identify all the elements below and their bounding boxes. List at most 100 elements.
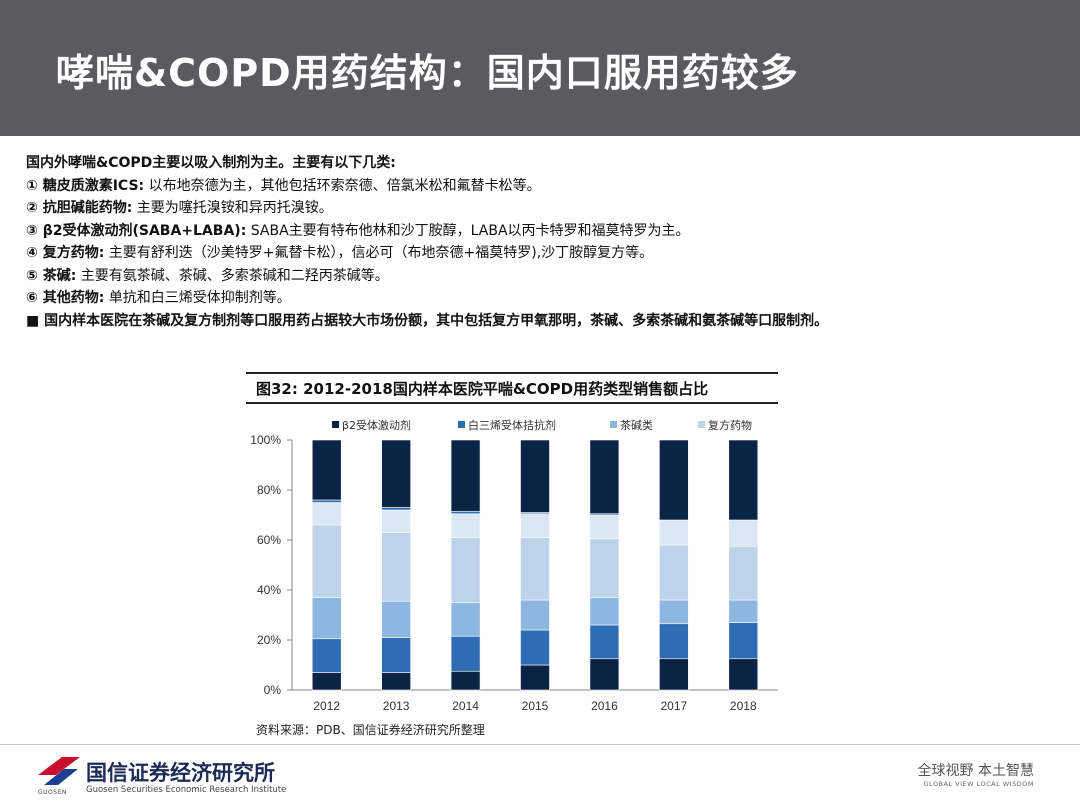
- org-name-en: Guosen Securities Economic Research Inst…: [86, 785, 287, 795]
- legend-label: 白三烯受体拮抗剂: [468, 418, 556, 432]
- bullet-anticholinergic-text: 主要为噻托溴铵和异丙托溴铵。: [132, 200, 333, 216]
- bar-segment: [311, 439, 342, 501]
- y-tick-label: 60%: [257, 533, 281, 547]
- bullet-ics-text: 以布地奈德为主，其他包括环索奈德、倍氯米松和氟替卡松等。: [144, 177, 541, 194]
- bar-segment: [311, 672, 342, 691]
- figure-title: 图32: 2012-2018国内样本医院平喘&COPD用药类型销售额占比: [246, 372, 778, 404]
- bar-segment: [520, 537, 550, 601]
- bullet-beta2: ③ β2受体激动剂(SABA+LABA): SABA主要有特布他林和沙丁胺醇，L…: [26, 220, 1066, 243]
- bullet-summary-text: ■ 国内样本医院在茶碱及复方制剂等口服用药占据较大市场份额，其中包括复方甲氧那明…: [26, 312, 829, 329]
- bar-segment: [589, 597, 620, 626]
- bar-segment: [589, 658, 620, 691]
- bar-segment: [659, 658, 689, 691]
- bar-segment: [381, 637, 411, 673]
- bar-segment: [659, 544, 689, 601]
- bullet-summary: ■ 国内样本医院在茶碱及复方制剂等口服用药占据较大市场份额，其中包括复方甲氧那明…: [26, 310, 1066, 333]
- bullet-other-text: 单抗和白三烯受体抑制剂等。: [104, 290, 291, 306]
- bar-segment: [520, 629, 550, 666]
- bullet-compound: ④ 复方药物: 主要有舒利迭（沙美特罗+氟替卡松），信必可（布地奈德+福莫特罗)…: [26, 242, 1066, 265]
- bar-segment: [450, 513, 481, 538]
- bar-segment: [381, 672, 411, 691]
- bar-segment: [381, 439, 411, 508]
- legend-label: 复方药物: [708, 418, 752, 432]
- title-bar: 哮喘&COPD用药结构：国内口服用药较多: [0, 0, 1080, 136]
- x-tick-label: 2018: [730, 699, 757, 713]
- bar-segment: [311, 499, 342, 503]
- bullet-theophylline-text: 主要有氨茶碱、茶碱、多索茶碱和二羟丙茶碱等。: [76, 267, 389, 284]
- bar-segment: [728, 658, 759, 691]
- guosen-logo-icon: [38, 757, 80, 785]
- org-name: 国信证券经济研究所: [86, 760, 275, 785]
- x-tick-label: 2015: [522, 699, 549, 713]
- bullet-other: ⑥ 其他药物: 单抗和白三烯受体抑制剂等。: [26, 287, 1066, 310]
- bar-segment: [311, 597, 342, 640]
- legend-swatch: [610, 421, 617, 428]
- bar-segment: [450, 670, 481, 691]
- bullet-beta2-title: ③ β2受体激动剂(SABA+LABA):: [26, 222, 247, 239]
- bar-segment: [728, 622, 759, 660]
- bar-segment: [450, 635, 481, 672]
- footer-divider: [0, 744, 1080, 745]
- x-tick-label: 2012: [313, 699, 340, 713]
- bullet-intro-text: 国内外哮喘&COPD主要以吸入制剂为主。主要有以下几类:: [26, 155, 396, 171]
- bar-segment: [728, 599, 759, 623]
- bullet-intro: 国内外哮喘&COPD主要以吸入制剂为主。主要有以下几类:: [26, 152, 1066, 175]
- y-tick-label: 100%: [250, 433, 281, 447]
- bullet-beta2-text: SABA主要有特布他林和沙丁胺醇，LABA以丙卡特罗和福莫特罗为主。: [246, 222, 690, 239]
- bullet-anticholinergic: ② 抗胆碱能药物: 主要为噻托溴铵和异丙托溴铵。: [26, 197, 1066, 220]
- x-tick-label: 2014: [452, 699, 479, 713]
- bullet-theophylline: ⑤ 茶碱: 主要有氨茶碱、茶碱、多索茶碱和二羟丙茶碱等。: [26, 265, 1066, 288]
- bar-segment: [520, 664, 550, 691]
- bar-segment: [381, 532, 411, 602]
- bar-segment: [311, 638, 342, 673]
- bar-segment: [728, 545, 759, 601]
- bullet-theophylline-title: ⑤ 茶碱:: [26, 267, 77, 284]
- bar-segment: [311, 524, 342, 598]
- bar-segment: [381, 509, 411, 533]
- bullet-anticholinergic-title: ② 抗胆碱能药物:: [26, 200, 133, 216]
- legend-swatch: [698, 421, 705, 428]
- legend-label: 茶碱类: [620, 418, 653, 432]
- bullet-other-title: ⑥ 其他药物:: [26, 290, 105, 306]
- bullet-list: 国内外哮喘&COPD主要以吸入制剂为主。主要有以下几类: ① 糖皮质激素ICS:…: [26, 152, 1066, 332]
- bar-segment: [728, 519, 759, 547]
- bar-segment: [659, 623, 689, 660]
- bar-segment: [589, 538, 620, 598]
- bar-segment: [450, 537, 481, 603]
- legend-swatch: [332, 421, 339, 428]
- bar-segment: [520, 439, 550, 513]
- slogan: 全球视野 本土智慧: [917, 763, 1034, 779]
- bar-segment: [659, 519, 689, 546]
- x-tick-label: 2017: [661, 699, 688, 713]
- bullet-compound-text: 主要有舒利迭（沙美特罗+氟替卡松），信必可（布地奈德+福莫特罗),沙丁胺醇复方等…: [104, 245, 654, 261]
- y-tick-label: 20%: [257, 633, 281, 647]
- bar-segment: [450, 439, 481, 512]
- x-tick-label: 2013: [383, 699, 410, 713]
- figure-source: 资料来源：PDB、国信证券经济研究所整理: [256, 723, 485, 737]
- bar-segment: [381, 507, 411, 511]
- bar-segment: [520, 513, 550, 538]
- bar-segment: [450, 602, 481, 637]
- slide-title: 哮喘&COPD用药结构：国内口服用药较多: [56, 51, 799, 95]
- bar-segment: [659, 599, 689, 625]
- logo-text: GUOSEN: [38, 789, 67, 796]
- bar-segment: [381, 600, 411, 638]
- bar-segment: [589, 514, 620, 540]
- legend-label: β2受体激动剂: [342, 418, 411, 432]
- bar-segment: [520, 599, 550, 631]
- slogan-en: GLOBAL VIEW LOCAL WISDOM: [923, 780, 1034, 788]
- y-tick-label: 80%: [257, 483, 281, 497]
- stacked-bar-chart: 0% 20% 40% 60% 80% 100% 2012 2013 2014 2015 2016 20…: [250, 418, 778, 713]
- figure-32: 图32: 2012-2018国内样本医院平喘&COPD用药类型销售额占比 0% 2…: [246, 372, 786, 742]
- bar-segment: [589, 439, 620, 515]
- y-tick-label: 0%: [264, 683, 282, 697]
- legend-swatch: [458, 421, 465, 428]
- bar-segment: [659, 439, 689, 521]
- bar-segment: [311, 502, 342, 526]
- bar-segment: [450, 510, 481, 515]
- bar-segment: [589, 624, 620, 660]
- bullet-ics: ① 糖皮质激素ICS: 以布地奈德为主，其他包括环索奈德、倍氯米松和氟替卡松等。: [26, 175, 1066, 198]
- bullet-compound-title: ④ 复方药物:: [26, 245, 105, 261]
- bullet-ics-title: ① 糖皮质激素ICS:: [26, 177, 145, 194]
- x-tick-label: 2016: [591, 699, 618, 713]
